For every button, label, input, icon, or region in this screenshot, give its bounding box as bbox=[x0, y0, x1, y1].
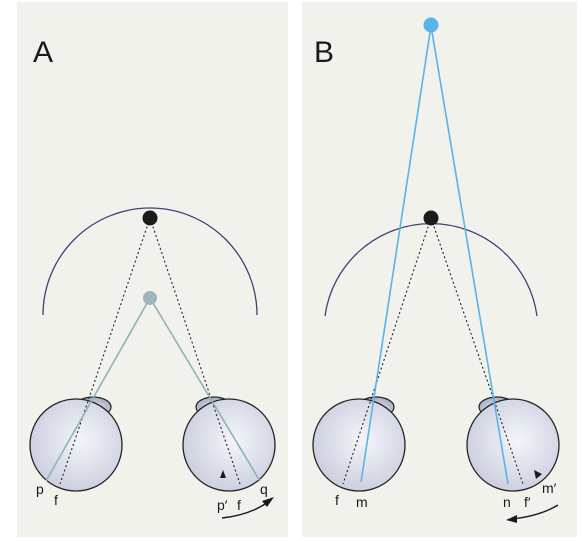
panel-a-right-eye bbox=[182, 396, 276, 492]
panel-b-label-n: n bbox=[503, 494, 511, 510]
panel-a-label-p-prime: p′ bbox=[217, 497, 228, 513]
panel-b-right-far-line bbox=[430, 25, 509, 485]
panel-b-left-eyeball bbox=[312, 398, 406, 492]
panel-b-left-far-line bbox=[360, 25, 432, 483]
panel-b-disparity-marker-icon bbox=[534, 470, 542, 479]
panel-b-horopter-arc bbox=[324, 222, 538, 317]
panel-b-left-fixation-line bbox=[342, 217, 432, 485]
panel-b-letter: B bbox=[314, 36, 335, 69]
panel-a-left-eyeball bbox=[29, 398, 123, 492]
panel-a-left-eye bbox=[29, 396, 123, 492]
panel-a-letter: A bbox=[33, 36, 54, 69]
panel-b-right-eye bbox=[466, 396, 560, 492]
panel-b-rotation-arrow-icon bbox=[511, 504, 559, 520]
panel-b-right-fixation-line bbox=[430, 217, 524, 485]
panel-b-label-f: f bbox=[335, 492, 339, 508]
panel-a-disparity-marker-icon bbox=[220, 470, 226, 478]
panel-a-label-q: q bbox=[260, 481, 268, 497]
panel-b-label-m: m bbox=[356, 494, 368, 510]
panel-a-fixation-point bbox=[142, 210, 158, 226]
panel-b-far-point bbox=[423, 17, 439, 33]
panel-a-rotation-arrow-icon bbox=[221, 501, 269, 519]
panel-b-fixation-point bbox=[423, 210, 439, 226]
panel-a-near-point bbox=[143, 291, 157, 305]
panel-a-left-fixation-line bbox=[59, 217, 151, 485]
panel-a-right-near-line bbox=[149, 297, 261, 482]
panel-b-left-eye bbox=[312, 396, 406, 492]
panel-a-left-near-line bbox=[45, 297, 151, 482]
panel-b-label-f-prime: f′ bbox=[524, 494, 531, 510]
panel-a-rotation-arrowhead-icon bbox=[262, 497, 274, 507]
panel-b-rotation-arrowhead-icon bbox=[506, 515, 517, 523]
panel-a-label-f-left: f bbox=[54, 492, 58, 508]
panel-a-horopter-arc bbox=[42, 207, 258, 316]
panel-a-label-f-right: f bbox=[237, 497, 241, 513]
panel-a-label-p: p bbox=[36, 481, 44, 497]
panel-b-label-m-prime: m′ bbox=[542, 480, 557, 496]
panel-a-right-eyeball bbox=[182, 398, 276, 492]
panel-a-right-fixation-line bbox=[149, 217, 241, 485]
panel-b-right-eyeball bbox=[466, 398, 560, 492]
